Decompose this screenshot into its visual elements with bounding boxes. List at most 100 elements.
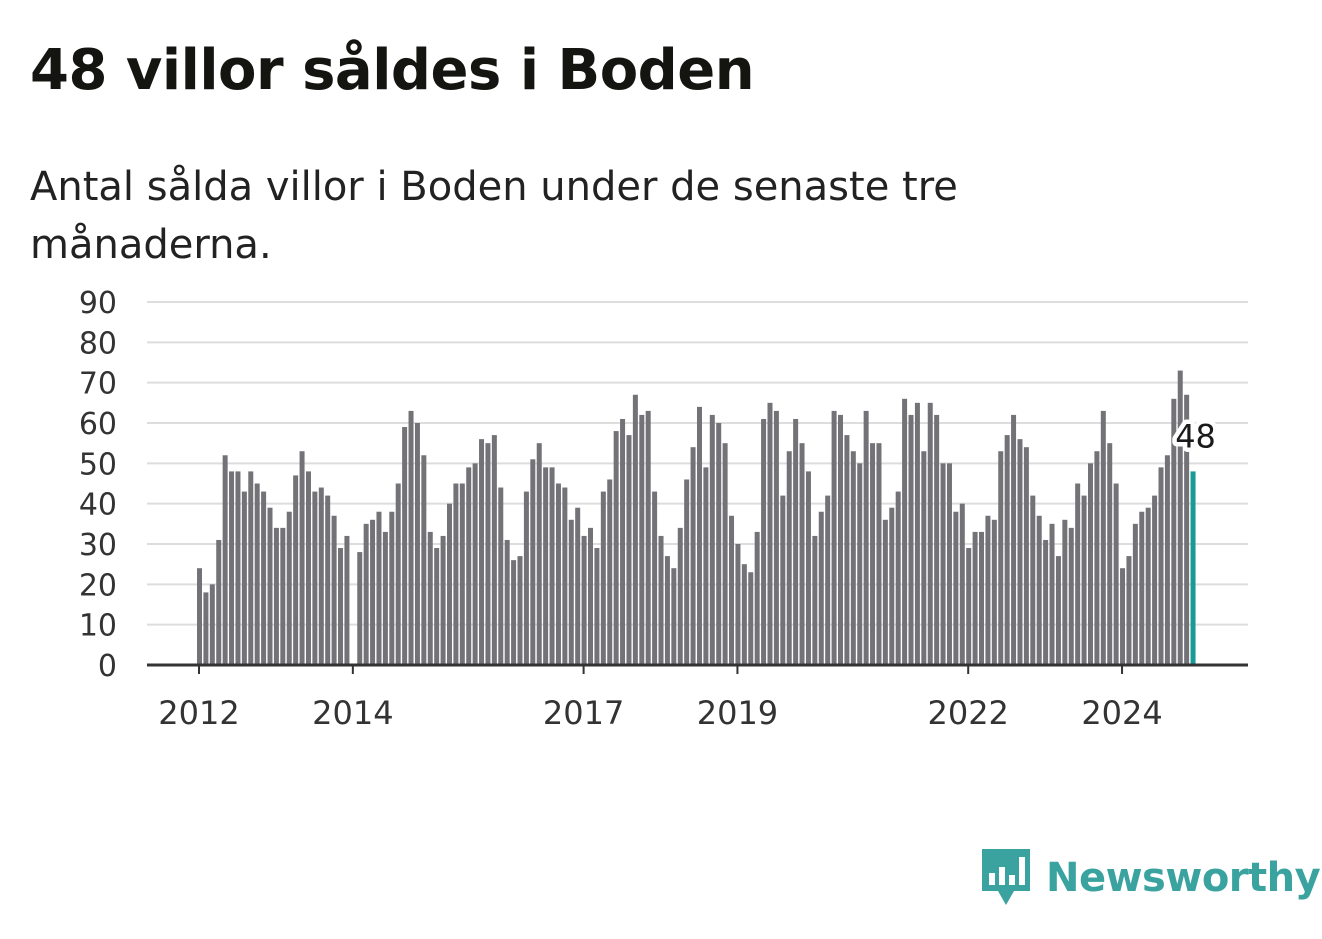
bar [934,414,940,665]
bar [1004,435,1010,665]
bar [485,443,491,665]
bar [299,451,305,665]
bar [568,519,574,665]
bar [421,455,427,665]
bar [1030,495,1036,665]
bar [575,507,581,665]
bar [677,527,683,665]
bar [382,531,388,665]
bar [363,523,369,665]
bar [389,511,395,665]
bar [427,531,433,665]
bar [652,491,658,665]
bar [1017,439,1023,665]
y-tick-label: 80 [79,326,117,361]
bar [1055,556,1061,665]
brand-logo[interactable]: Newsworthy [980,848,1321,908]
bar [1036,515,1042,665]
last-value-label: 48 [1175,417,1216,455]
bar [850,451,856,665]
y-axis-ticks: 0 10 20 30 40 50 60 70 80 90 [79,286,117,684]
bar [639,414,645,665]
bar [1164,455,1170,665]
bar [267,507,273,665]
bar [1152,495,1158,665]
x-tick-label: 2014 [312,694,393,732]
bar [1087,463,1093,665]
bar [908,414,914,665]
bar [197,568,202,665]
bar [716,423,722,665]
bar [1107,443,1113,665]
bar [818,511,824,665]
bar [709,414,715,665]
bar [1113,483,1119,665]
bar [754,531,760,665]
bar [466,467,472,665]
bar [203,592,209,665]
bar [767,402,773,665]
bar [331,515,337,665]
bar [479,439,485,665]
y-tick-label: 90 [79,286,117,321]
bar [741,564,747,665]
bar [979,531,985,665]
bar [998,451,1004,665]
bar [549,467,555,665]
bar [254,483,260,665]
bar [645,410,651,665]
bars [197,370,1196,665]
bar [729,515,735,665]
bar [773,410,779,665]
bar [555,483,561,665]
bar [434,548,440,665]
bar [959,503,965,665]
y-tick-label: 40 [79,488,117,523]
bar [408,410,414,665]
bar [1049,523,1055,665]
bar [395,483,401,665]
x-axis-ticks: 2012 2014 2017 2019 2022 2024 [158,665,1163,732]
chart-subtitle: Antal sålda villor i Boden under de sena… [30,164,958,268]
bar [857,463,863,665]
bar [1177,370,1183,665]
bar [1023,447,1029,665]
x-tick-label: 2012 [158,694,239,732]
bar [229,471,235,665]
x-tick-label: 2019 [697,694,778,732]
bar [440,535,446,665]
bar [344,535,350,665]
bar [1120,568,1126,665]
bar [1132,523,1138,665]
chart-title: 48 villor såldes i Boden [30,38,755,103]
bar [966,548,972,665]
bar [895,491,901,665]
bar [453,483,459,665]
y-tick-label: 20 [79,568,117,603]
bar [523,491,529,665]
bar [1043,539,1049,665]
x-tick-label: 2024 [1081,694,1162,732]
bar [446,503,452,665]
bar [812,535,818,665]
bar [600,491,606,665]
annotations: 48 [1171,413,1221,460]
bar [1075,483,1081,665]
bar [613,431,619,665]
bar [722,443,728,665]
bar [530,459,536,665]
bar [902,398,908,665]
y-tick-label: 70 [79,367,117,402]
bar [831,410,837,665]
bar [402,427,408,665]
bar [825,495,831,665]
bar [588,527,594,665]
bar [536,443,542,665]
bar [1184,394,1190,665]
bar-chart: 0 10 20 30 40 50 60 70 80 90 2012 2014 2017 2019 2022… [79,286,1248,732]
bar [318,487,324,665]
bar [946,463,952,665]
bar [280,527,286,665]
bar [338,548,344,665]
bar [921,451,927,665]
